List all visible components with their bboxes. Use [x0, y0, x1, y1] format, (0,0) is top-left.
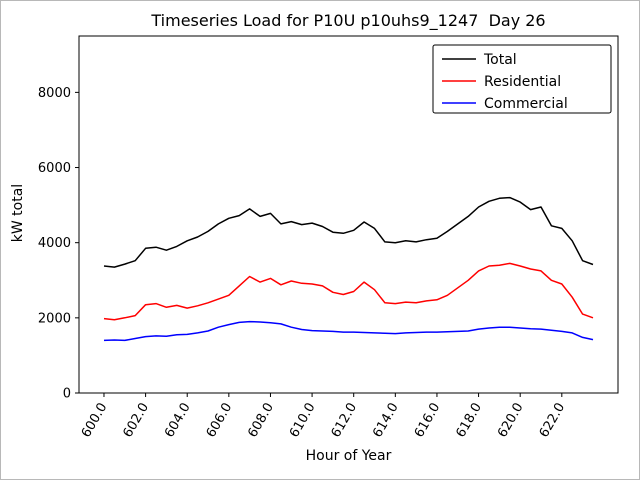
- x-axis-label: Hour of Year: [305, 448, 392, 464]
- x-tick-label: 600.0: [79, 401, 111, 441]
- x-tick-label: 610.0: [287, 401, 319, 441]
- series-line-commercial: [103, 320, 594, 342]
- legend-label-residential: Residential: [484, 74, 561, 90]
- x-tick-label: 622.0: [537, 401, 569, 441]
- y-tick-label: 0: [63, 387, 71, 402]
- series-line-residential: [103, 262, 594, 321]
- y-tick-label: 4000: [38, 236, 71, 251]
- x-tick-label: 604.0: [162, 401, 194, 441]
- x-tick-label: 606.0: [204, 401, 236, 441]
- y-axis-label: kW total: [10, 183, 26, 243]
- legend-label-total: Total: [483, 52, 517, 68]
- legend-box: [432, 44, 612, 114]
- y-tick-label: 8000: [38, 86, 71, 101]
- y-tick-label: 6000: [38, 161, 71, 176]
- x-tick-label: 612.0: [329, 401, 361, 441]
- series-line-total: [103, 196, 594, 268]
- y-tick-label: 2000: [38, 311, 71, 326]
- x-tick-label: 614.0: [370, 401, 402, 441]
- x-tick-label: 618.0: [453, 401, 485, 441]
- chart-title: Timeseries Load for P10U p10uhs9_1247 Da…: [151, 11, 546, 30]
- x-tick-label: 602.0: [120, 401, 152, 441]
- x-tick-label: 616.0: [412, 401, 444, 441]
- x-tick-label: 620.0: [495, 401, 527, 441]
- x-tick-label: 608.0: [245, 401, 277, 441]
- legend-label-commercial: Commercial: [484, 96, 568, 112]
